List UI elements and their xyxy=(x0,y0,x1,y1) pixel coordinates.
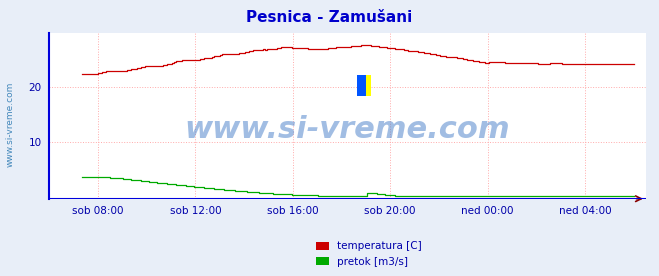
Text: www.si-vreme.com: www.si-vreme.com xyxy=(185,115,511,144)
Text: Pesnica - Zamušani: Pesnica - Zamušani xyxy=(246,10,413,25)
Text: www.si-vreme.com: www.si-vreme.com xyxy=(5,81,14,167)
Legend: temperatura [C], pretok [m3/s]: temperatura [C], pretok [m3/s] xyxy=(312,237,426,271)
Bar xyxy=(357,75,372,96)
Bar xyxy=(357,75,366,96)
